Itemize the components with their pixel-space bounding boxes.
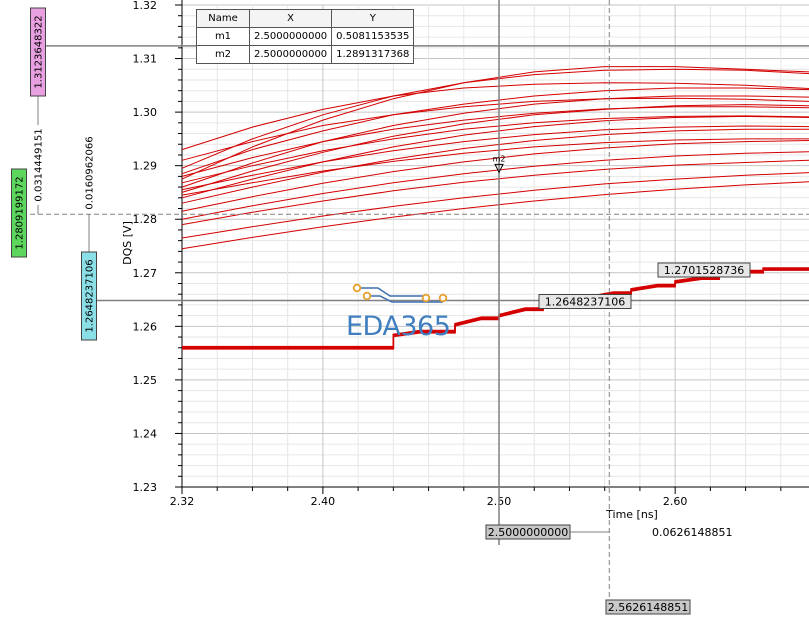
x-axis-title: Time [ns] [605, 508, 658, 521]
marker-row-m2[interactable]: m2 2.5000000000 1.2891317368 [196, 45, 415, 64]
y-tick-label: 1.25 [133, 374, 158, 387]
point-dashed-label: 1.2701528736 [664, 264, 744, 277]
x-delta-label: 0.0626148851 [652, 526, 732, 539]
x-tick-label: 2.32 [170, 495, 195, 508]
cursors[interactable]: m2 [30, 0, 809, 600]
marker-m2-triangle [494, 163, 504, 174]
marker-m1-x: 2.5000000000 [248, 27, 333, 46]
marker-m1-y: 0.5081153535 [331, 27, 415, 46]
marker-m2-y: 1.2891317368 [331, 45, 415, 64]
point-dashed-label-box [657, 262, 751, 278]
y-top-delta-label-bg [31, 125, 45, 205]
logo-pad [421, 293, 431, 303]
marker-col-x: X [248, 9, 333, 28]
logo-pad [438, 293, 448, 303]
y-dashed-label: 1.2809199172 [15, 176, 26, 249]
marker-m2-label: m2 [493, 154, 506, 163]
y-top-label: 1.3123648322 [34, 15, 45, 88]
y-tick-label: 1.31 [133, 53, 158, 66]
eye-curve [181, 115, 809, 184]
point-cursor-label-box [538, 293, 632, 309]
logo-trace-2 [366, 295, 443, 303]
marker-table: Name X Y m1 2.5000000000 0.5081153535 m2… [196, 9, 415, 64]
y-dashed-delta-label: 0.0160962066 [85, 136, 96, 209]
y-tick-label: 1.28 [133, 213, 158, 226]
point-cursor-label: 1.2648237106 [545, 295, 625, 308]
logo-pad [362, 291, 372, 301]
x-tick-label: 2.60 [663, 495, 688, 508]
x-cursor-label-box [485, 524, 571, 540]
step-curve-trace [182, 268, 809, 349]
y-tick-label: 1.24 [133, 427, 158, 440]
x-dashed-label-box [605, 599, 691, 615]
eye-curve [181, 97, 809, 161]
cursor-labels: 1.3123648322 0.0314449151 1.2809199172 0.01… [11, 7, 751, 615]
y-top-label-box [30, 7, 46, 97]
y-tick-label: 1.26 [133, 320, 158, 333]
x-tick-label: 2.40 [311, 495, 336, 508]
y-cursor-label-box [81, 251, 97, 341]
y-tick-label: 1.27 [133, 267, 158, 280]
marker-col-name: Name [196, 9, 250, 28]
x-cursor-label: 2.5000000000 [488, 526, 568, 539]
y-axis-title: DQS [V] [121, 221, 134, 265]
x-dashed-label: 2.5626148851 [608, 601, 688, 614]
marker-row-m1[interactable]: m1 2.5000000000 0.5081153535 [196, 27, 415, 46]
axes: 1.23 1.24 1.25 1.26 1.27 1.28 1.29 1.30 1.31 1.32… [121, 0, 809, 521]
y-top-delta-label: 0.0314449151 [34, 128, 45, 201]
marker-m2-x: 2.5000000000 [248, 45, 333, 64]
logo-trace-1 [357, 287, 426, 297]
marker-m1-name: m1 [196, 27, 250, 46]
eye-curve [181, 140, 809, 212]
y-dashed-delta-label-bg [82, 133, 96, 213]
y-tick-label: 1.32 [133, 0, 158, 12]
y-dashed-label-box [11, 168, 27, 258]
marker-table-header: Name X Y [196, 9, 415, 28]
y-tick-label: 1.29 [133, 160, 158, 173]
y-tick-label: 1.30 [133, 106, 158, 119]
marker-m2-name: m2 [196, 45, 250, 64]
watermark-text: EDA365 [346, 311, 451, 342]
marker-col-y: Y [331, 9, 415, 28]
logo-pad [352, 283, 362, 293]
grid [181, 4, 809, 488]
y-cursor-label: 1.2648237106 [85, 259, 96, 332]
y-tick-label: 1.23 [133, 481, 158, 494]
watermark-logo [352, 283, 448, 303]
